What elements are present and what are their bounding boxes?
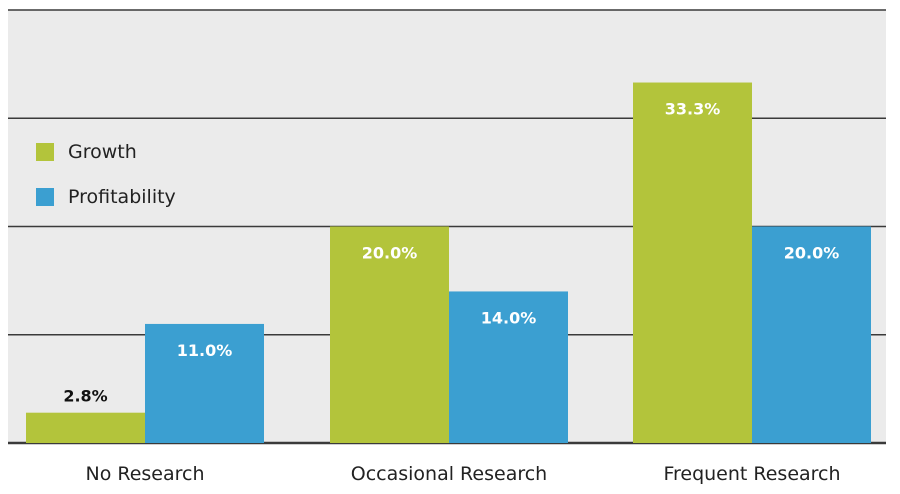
legend-item-growth: Growth — [36, 140, 176, 164]
legend-label-growth: Growth — [68, 141, 137, 163]
bar-growth-1 — [330, 226, 449, 443]
category-label-2: Frequent Research — [663, 463, 840, 485]
legend-swatch-growth — [36, 143, 54, 161]
category-label-1: Occasional Research — [351, 463, 547, 485]
bar-profitability-0 — [145, 323, 264, 443]
bar-growth-0 — [26, 412, 145, 443]
data-label-growth-0: 2.8% — [63, 387, 107, 406]
legend-label-profitability: Profitability — [68, 186, 176, 208]
bar-profitability-1 — [449, 291, 568, 443]
data-label-profitability-1: 14.0% — [481, 308, 537, 327]
legend-swatch-profitability — [36, 188, 54, 206]
category-label-0: No Research — [85, 463, 204, 485]
legend-item-profitability: Profitability — [36, 185, 176, 209]
bar-profitability-2 — [752, 226, 871, 443]
data-label-growth-1: 20.0% — [362, 244, 418, 263]
legend: Growth Profitability — [36, 140, 176, 230]
data-label-growth-2: 33.3% — [665, 100, 721, 119]
data-label-profitability-2: 20.0% — [784, 244, 840, 263]
bar-growth-2 — [633, 82, 752, 443]
data-label-profitability-0: 11.0% — [177, 341, 233, 360]
